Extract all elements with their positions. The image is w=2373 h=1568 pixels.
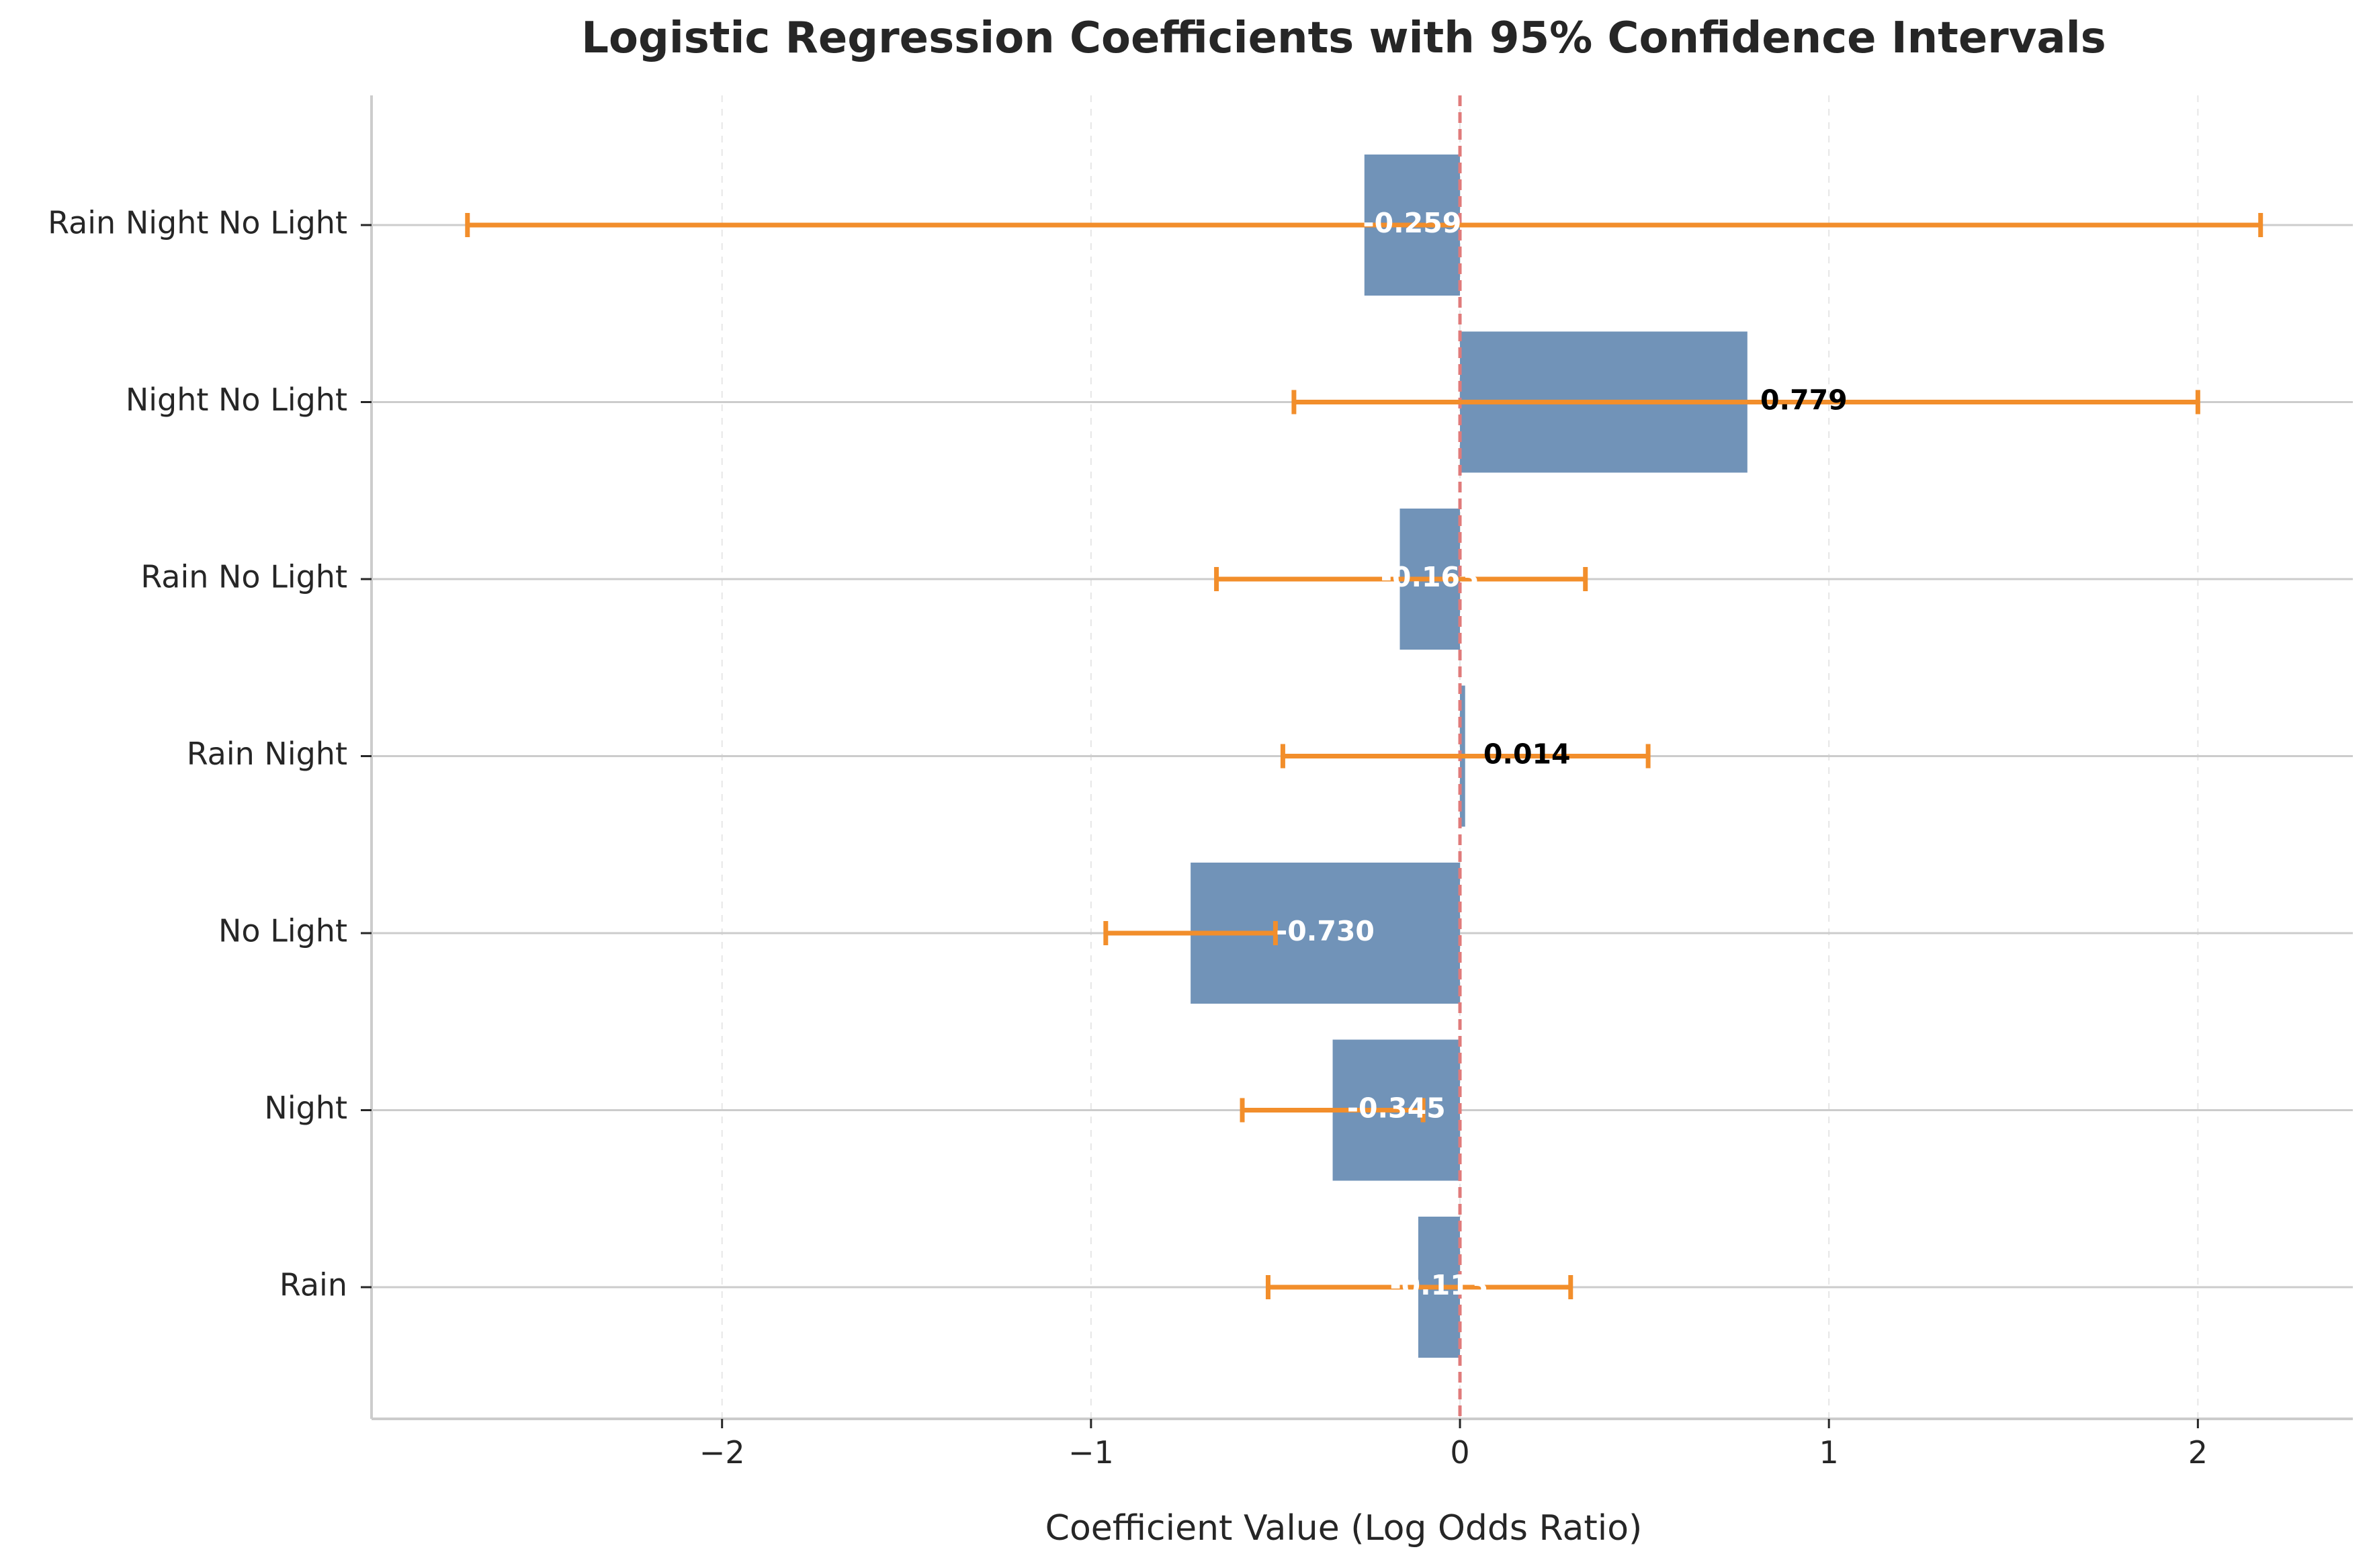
x-tick-label-3: 1 [1819, 1434, 1839, 1471]
value-label-6: -0.259 [1363, 207, 1462, 239]
value-label-3: 0.014 [1483, 738, 1571, 771]
value-label-2: -0.730 [1276, 915, 1375, 947]
value-label-layer: -0.113 -0.345 -0.730 0.014 -0.163 0.779 -0.259 [1276, 207, 1847, 1301]
axis-layer: −2 −1 0 1 2 Rain Night No Light Rain Night Rain N… [48, 95, 2353, 1471]
y-tick-label-1: Night [264, 1090, 347, 1126]
x-tick-label-1: −1 [1068, 1434, 1114, 1471]
y-tick-label-6: Rain Night No Light [48, 205, 347, 241]
value-label-5: 0.779 [1760, 384, 1848, 417]
x-tick-label-2: 0 [1450, 1434, 1469, 1471]
y-tick-label-2: No Light [218, 913, 347, 949]
y-tick-label-4: Rain No Light [140, 559, 347, 595]
y-tick-label-5: Night No Light [126, 382, 347, 418]
y-tick-label-3: Rain Night [187, 736, 347, 772]
chart-title: Logistic Regression Coefficients with 95… [581, 13, 2106, 63]
error-bar-layer [465, 213, 2263, 1299]
value-label-4: -0.163 [1381, 561, 1479, 593]
x-axis-label: Coefficient Value (Log Odds Ratio) [1045, 1508, 1643, 1549]
value-label-1: -0.345 [1347, 1092, 1446, 1125]
x-tick-label-4: 2 [2188, 1434, 2208, 1471]
value-label-0: -0.113 [1390, 1269, 1489, 1301]
y-tick-label-0: Rain [279, 1267, 347, 1303]
x-tick-label-0: −2 [699, 1434, 745, 1471]
